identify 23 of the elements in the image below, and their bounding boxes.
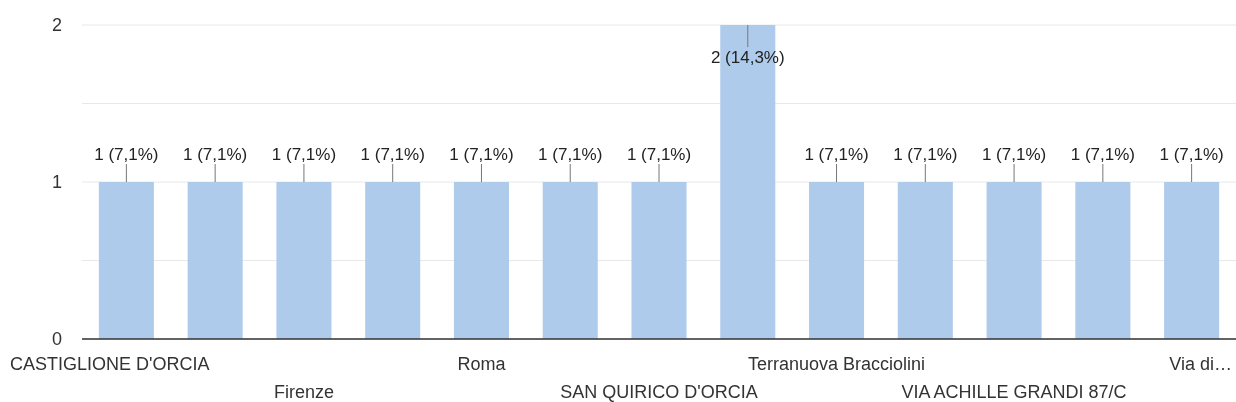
y-tick-label: 2	[51, 15, 62, 35]
x-tick-label: SAN QUIRICO D'ORCIA	[560, 382, 758, 402]
data-label: 1 (7,1%)	[183, 145, 248, 164]
data-label: 1 (7,1%)	[271, 145, 337, 164]
data-label: 1 (7,1%)	[94, 145, 159, 164]
x-tick-label: Firenze	[273, 382, 334, 402]
x-tick-label: Terranuova Bracciolini	[747, 354, 926, 374]
x-tick-label: Via di…	[1169, 354, 1232, 374]
data-label: 1 (7,1%)	[1070, 145, 1135, 164]
data-label: 1 (7,1%)	[893, 145, 958, 164]
data-label: 1 (7,1%)	[449, 145, 514, 164]
y-tick-label: 1	[51, 172, 62, 192]
data-label: 1 (7,1%)	[981, 145, 1047, 164]
data-label: 1 (7,1%)	[804, 145, 869, 164]
y-tick-label: 0	[51, 329, 62, 349]
x-tick-label: Roma	[457, 354, 507, 374]
data-label: 1 (7,1%)	[360, 145, 425, 164]
data-label: 1 (7,1%)	[1159, 145, 1224, 164]
data-label: 1 (7,1%)	[626, 145, 692, 164]
data-label: 2 (14,3%)	[710, 48, 785, 67]
data-label: 1 (7,1%)	[538, 145, 603, 164]
x-tick-label: CASTIGLIONE D'ORCIA	[10, 354, 210, 374]
x-tick-label: VIA ACHILLE GRANDI 87/C	[901, 382, 1127, 402]
